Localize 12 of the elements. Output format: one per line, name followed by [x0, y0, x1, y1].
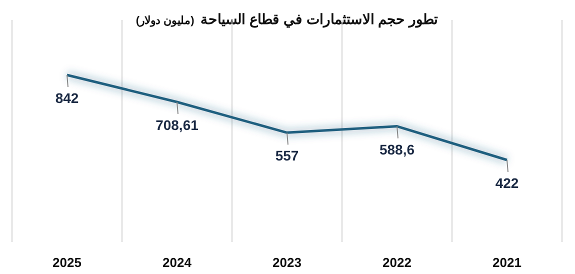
- data-label: 557: [275, 148, 299, 164]
- data-label: 708,61: [156, 116, 199, 133]
- data-label: 588,6: [379, 141, 415, 158]
- data-label: 842: [55, 90, 79, 106]
- title: تطور حجم الاستثمارات في قطاع السياحة: [200, 11, 438, 27]
- subtitle: (مليون دولار): [136, 15, 194, 27]
- data-label: 422: [495, 175, 519, 191]
- x-tick-label: 2021: [492, 255, 522, 270]
- x-tick-label: 2025: [52, 255, 82, 270]
- x-tick-label: 2024: [162, 255, 192, 270]
- x-tick-label: 2022: [382, 255, 412, 270]
- x-tick-label: 2023: [272, 255, 302, 270]
